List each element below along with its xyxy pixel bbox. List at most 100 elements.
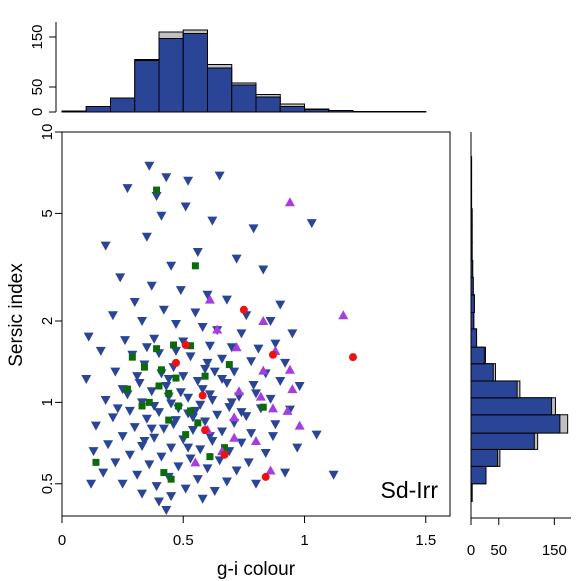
blue-point [280,358,291,368]
blue-point [207,216,218,226]
top-hist-tick-label: 0 [29,108,46,116]
right-histogram: 0 50 150 [467,132,571,559]
x-tick-label: 1.5 [415,532,436,549]
blue-point [103,440,114,450]
right-hist-bar [470,397,553,416]
blue-point [190,308,201,318]
blue-point [139,436,150,446]
right-hist-bar [470,346,485,365]
blue-point [214,171,225,181]
blue-point [197,385,208,395]
green-point [225,361,233,369]
panel-label: Sd-Irr [381,477,439,503]
blue-point [132,372,143,382]
purple-point [265,465,276,475]
blue-point [270,420,281,430]
plot-frame [61,131,451,517]
y-tick-label: 1 [39,398,56,406]
green-point [191,262,199,270]
blue-point [226,343,237,353]
green-point [153,186,161,194]
blue-point [100,241,111,251]
purple-point [258,365,269,375]
blue-point [217,375,228,385]
blue-point [192,475,203,485]
top-hist-bar [255,96,281,113]
blue-point [280,468,291,478]
blue-point [202,358,213,368]
purple-point [234,386,245,396]
top-hist-bar [328,110,354,113]
blue-point [236,408,247,418]
blue-point [217,354,228,364]
top-histogram-bars [61,29,427,113]
blue-point [221,378,232,388]
blue-point [253,344,264,354]
blue-point [258,265,269,275]
scatter-panel: 0 0.5 1 1.5 0.5 1 2 5 10 Sd-Irr [39,124,451,549]
green-point [165,389,173,397]
blue-point [86,479,97,489]
top-histogram-ticks: 0 50 150 [29,24,56,116]
blue-point [124,450,135,460]
green-point [128,353,136,361]
blue-point [115,273,126,283]
blue-point [231,254,242,264]
blue-point [149,334,160,344]
blue-point [204,432,215,442]
green-point [123,385,131,393]
blue-point [212,410,223,420]
blue-point [192,376,203,386]
blue-point [122,390,133,400]
top-hist-bar [61,110,87,113]
blue-point [88,447,99,457]
top-hist-tick-label: 50 [29,79,46,96]
blue-point [306,219,317,229]
blue-point [146,281,157,291]
blue-point [192,247,203,257]
purple-point [204,294,215,304]
blue-point [207,396,218,406]
blue-point [328,470,339,480]
right-hist-bar [470,414,561,434]
green-point [170,341,178,349]
top-hist-bar [110,97,136,113]
top-hist-bar [279,106,305,113]
red-point [349,353,357,362]
green-point [153,345,161,353]
blue-point [202,464,213,474]
blue-point [175,388,186,398]
red-point [171,358,180,367]
blue-point [161,381,172,391]
green-point [206,453,214,461]
blue-point [154,497,164,507]
y-tick-label: 10 [39,124,56,141]
red-point [239,305,248,314]
blue-point [146,387,157,397]
blue-point [187,413,198,423]
blue-point [100,396,111,406]
blue-point [221,295,232,305]
blue-point [175,286,186,296]
blue-point [195,445,206,455]
blue-point [112,404,123,414]
purple-point [231,342,242,352]
blue-point [180,202,191,212]
blue-point [248,380,259,390]
blue-point [166,399,177,409]
blue-point [243,458,254,468]
blue-point [202,290,213,300]
blue-point [166,492,177,502]
blue-point [183,176,194,186]
red-point [220,450,229,459]
top-histogram: 0 50 150 [29,22,427,116]
blue-point [187,426,198,436]
purple-point [294,420,305,430]
blue-point [226,398,237,408]
blue-point [267,432,278,442]
blue-point [129,423,140,433]
top-hist-tick-label: 150 [29,24,46,49]
blue-point [158,424,169,434]
blue-point [129,298,140,308]
blue-point [158,305,169,315]
